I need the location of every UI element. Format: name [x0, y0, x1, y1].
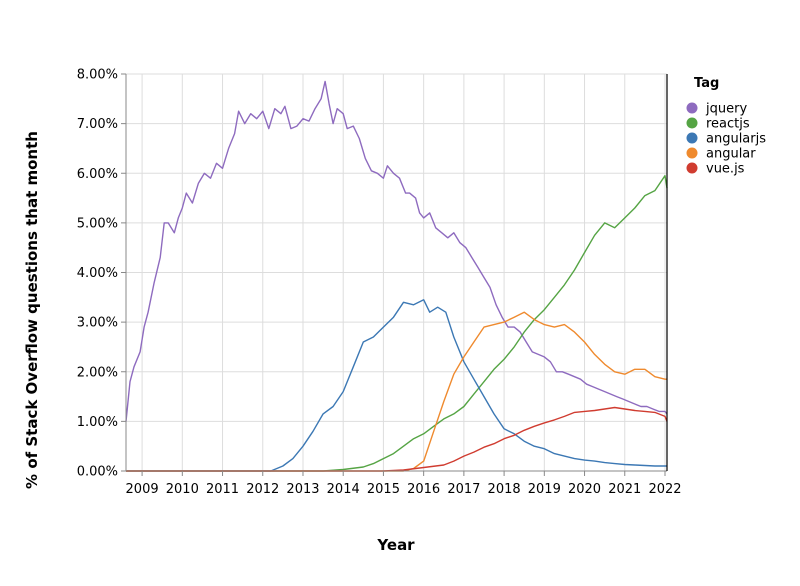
grid [126, 73, 667, 472]
x-tick-label: 2010 [166, 482, 199, 497]
legend-label: angularjs [706, 132, 766, 147]
y-tick-label: 1.00% [77, 415, 118, 430]
x-tick-label: 2016 [407, 482, 440, 497]
legend-title: Tag [694, 76, 719, 91]
x-tick-label: 2022 [648, 482, 681, 497]
legend-label: angular [706, 147, 756, 162]
y-tick-label: 0.00% [77, 465, 118, 480]
x-tick-label: 2013 [286, 482, 319, 497]
legend-swatch [686, 132, 698, 144]
y-tick-label: 4.00% [77, 266, 118, 281]
x-tick-label: 2017 [447, 482, 480, 497]
x-tick-label: 2020 [568, 482, 601, 497]
series-line-reactjs [126, 175, 668, 472]
x-tick-label: 2014 [327, 482, 360, 497]
axes: 0.00% 1.00% 2.00% 3.00% 4.00% 5.00% 6.00% 7.00%… [77, 68, 682, 498]
x-tick-label: 2009 [126, 482, 159, 497]
y-tick-label: 7.00% [77, 117, 118, 132]
series-line-angular [126, 311, 667, 472]
y-axis-title: % of Stack Overflow questions that month [23, 131, 41, 489]
legend-swatch [686, 162, 698, 174]
y-tick-label: 2.00% [77, 365, 118, 380]
legend-label: reactjs [706, 117, 750, 132]
x-tick-label: 2018 [488, 482, 521, 497]
y-tick-label: 8.00% [77, 68, 118, 83]
legend-label: jquery [705, 102, 747, 117]
y-tick-label: 5.00% [77, 216, 118, 231]
x-tick-label: 2021 [608, 482, 641, 497]
x-axis-title: Year [376, 536, 415, 554]
legend-swatch [686, 147, 698, 159]
legend-swatch [686, 117, 698, 129]
legend-label: vue.js [706, 162, 745, 177]
y-tick-label: 6.00% [77, 167, 118, 182]
series-line-angularjs [126, 299, 667, 472]
series-line-vue-js [126, 406, 668, 472]
series-line-jquery [125, 80, 668, 422]
series-lines [125, 80, 668, 472]
y-tick-label: 3.00% [77, 316, 118, 331]
x-tick-label: 2012 [246, 482, 279, 497]
x-tick-label: 2015 [367, 482, 400, 497]
legend-swatch [686, 102, 698, 114]
x-tick-label: 2011 [206, 482, 239, 497]
x-tick-label: 2019 [528, 482, 561, 497]
